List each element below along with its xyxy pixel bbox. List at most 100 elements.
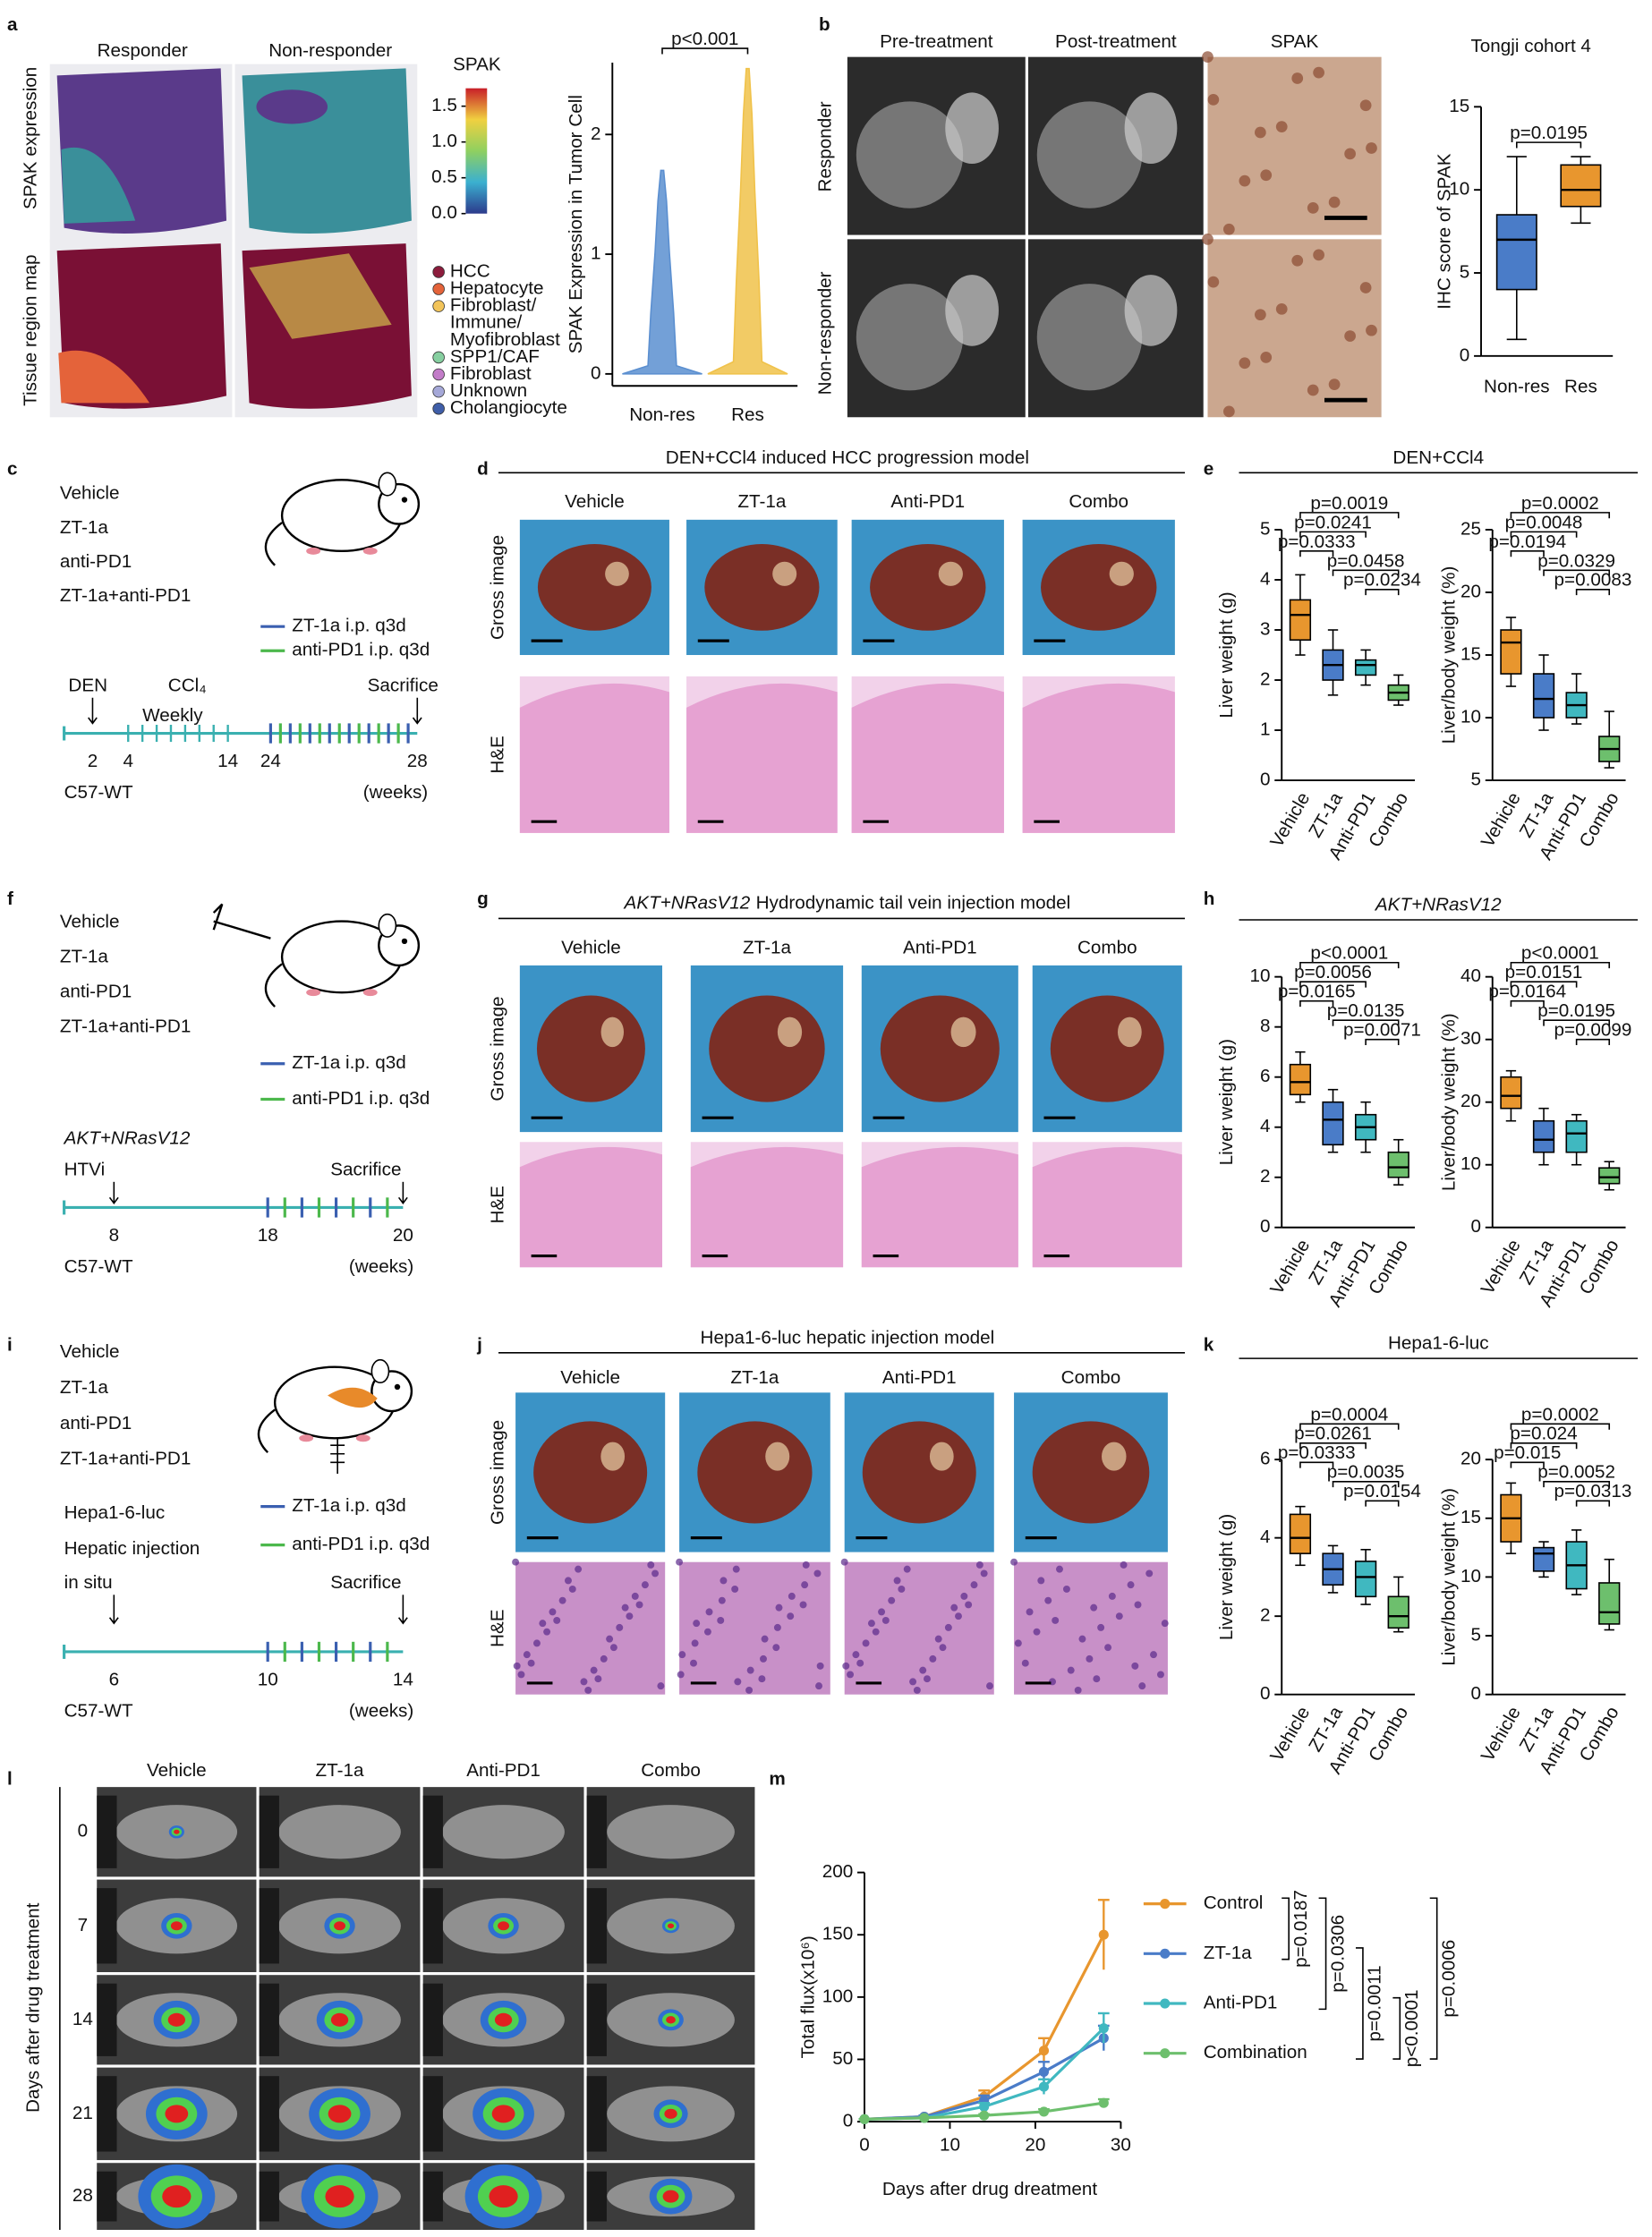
image-hecell [1010,1558,1169,1695]
p-value: p=0.0002 [1521,1404,1599,1425]
row-label: Non-responder [814,271,835,395]
panel-title: DEN+CCl4 induced HCC progression model [666,447,1029,468]
mouse-tail [264,963,283,1008]
nucleus [1115,1612,1123,1620]
y-tick-label: 0 [843,2111,854,2131]
event-label: DEN [68,675,107,695]
nucleus [1033,1628,1041,1636]
column-label: Anti-PD1 [890,491,965,512]
significance-bracket [1332,1480,1400,1488]
y-tick-label: 3 [1260,618,1271,639]
mouse [442,1805,565,1859]
x-tick-label: Vehicle [1477,1703,1525,1765]
legend-label: ZT-1a i.p. q3d [292,1052,406,1073]
nucleus [568,1585,576,1593]
nucleus [888,1596,896,1604]
group-label: ZT-1a [60,947,108,967]
ruler [586,1888,607,1964]
nucleus [691,1639,699,1647]
syringe [212,903,271,940]
box [1565,1119,1588,1153]
nucleus [657,1682,665,1690]
liver [1050,995,1164,1102]
legend-label: Immune/ [450,312,523,333]
colorbar [465,88,488,214]
y-tick-label: 8 [1260,1016,1271,1036]
chart-title: Tongji cohort 4 [1470,36,1590,56]
y-tick-label: 5 [1471,770,1482,790]
event-label: Hepatic injection [64,1538,200,1559]
p-value: p<0.001 [671,29,738,49]
y-tick-label: 4 [1260,1527,1271,1547]
p-value: p=0.0234 [1343,570,1421,591]
nucleus [745,1686,754,1694]
legend-label: ZT-1a i.p. q3d [292,616,406,636]
tissue [519,1146,662,1268]
image-he [1022,676,1175,833]
event-label: Sacrifice [368,675,439,695]
p-value: p=0.0004 [1310,1404,1388,1425]
panel-letter: d [477,459,489,480]
p-value: p=0.0151 [1505,962,1583,982]
image-he [519,676,669,833]
ruler [422,1795,443,1868]
row-label: Gross image [487,1420,507,1525]
image-lum [422,1787,584,1877]
p-value: p<0.0001 [1310,943,1388,964]
signal [667,1923,675,1929]
image-gross [1022,519,1175,656]
box [1532,1546,1555,1572]
legend-label: Anti-PD1 [1204,1992,1278,2012]
panel-letter: g [477,889,489,909]
legend-marker [432,385,445,398]
nodule [777,1016,803,1048]
ruler [97,2171,117,2222]
ruler [586,1983,607,2056]
nucleus [513,1662,521,1670]
legend-marker [432,266,445,278]
nucleus [758,1675,766,1683]
column-label: Responder [98,40,188,61]
image-lum [259,1787,421,1877]
box [1354,659,1377,676]
legend-marker [1160,2048,1171,2059]
y-tick-label: 20 [1460,1091,1481,1111]
signal [666,2016,676,2024]
spatial-patch [249,253,392,339]
cell [1260,352,1273,363]
nucleus [590,1666,598,1674]
ruler [422,1888,443,1964]
p-value: p=0.0313 [1554,1481,1632,1501]
significance-bracket [1510,512,1611,519]
y-axis-label: IHC score of SPAK [1435,153,1455,309]
p-value: p=0.0194 [1488,532,1566,552]
legend-marker [1160,1948,1171,1959]
significance-bracket [1332,569,1400,576]
panel-letter: k [1204,1334,1214,1355]
image-lum [259,1879,421,1973]
cell [1202,233,1213,245]
image-background [844,1561,994,1695]
column-label: ZT-1a [316,1760,364,1781]
timeline-label: 24 [260,751,281,771]
significance-bracket [1510,961,1611,969]
y-tick-label: 50 [832,2048,853,2069]
ruler [422,2076,443,2152]
nucleus [1104,1644,1112,1652]
significance-bracket [1575,589,1611,596]
y-tick-label: 100 [822,1986,854,2006]
cell [1313,66,1324,79]
image-lum [422,1879,584,1973]
image-gross [686,519,838,656]
nucleus [600,1654,608,1663]
signal [325,2185,354,2208]
image-he [851,676,1004,833]
nucleus [975,1561,984,1569]
nucleus [549,1608,557,1616]
row-label: 28 [72,2185,93,2206]
liver [880,995,1000,1102]
x-tick-label: Vehicle [1266,1703,1314,1765]
cell [1359,282,1372,293]
y-tick-label: 0 [1471,1683,1482,1704]
mouse [607,1805,735,1859]
